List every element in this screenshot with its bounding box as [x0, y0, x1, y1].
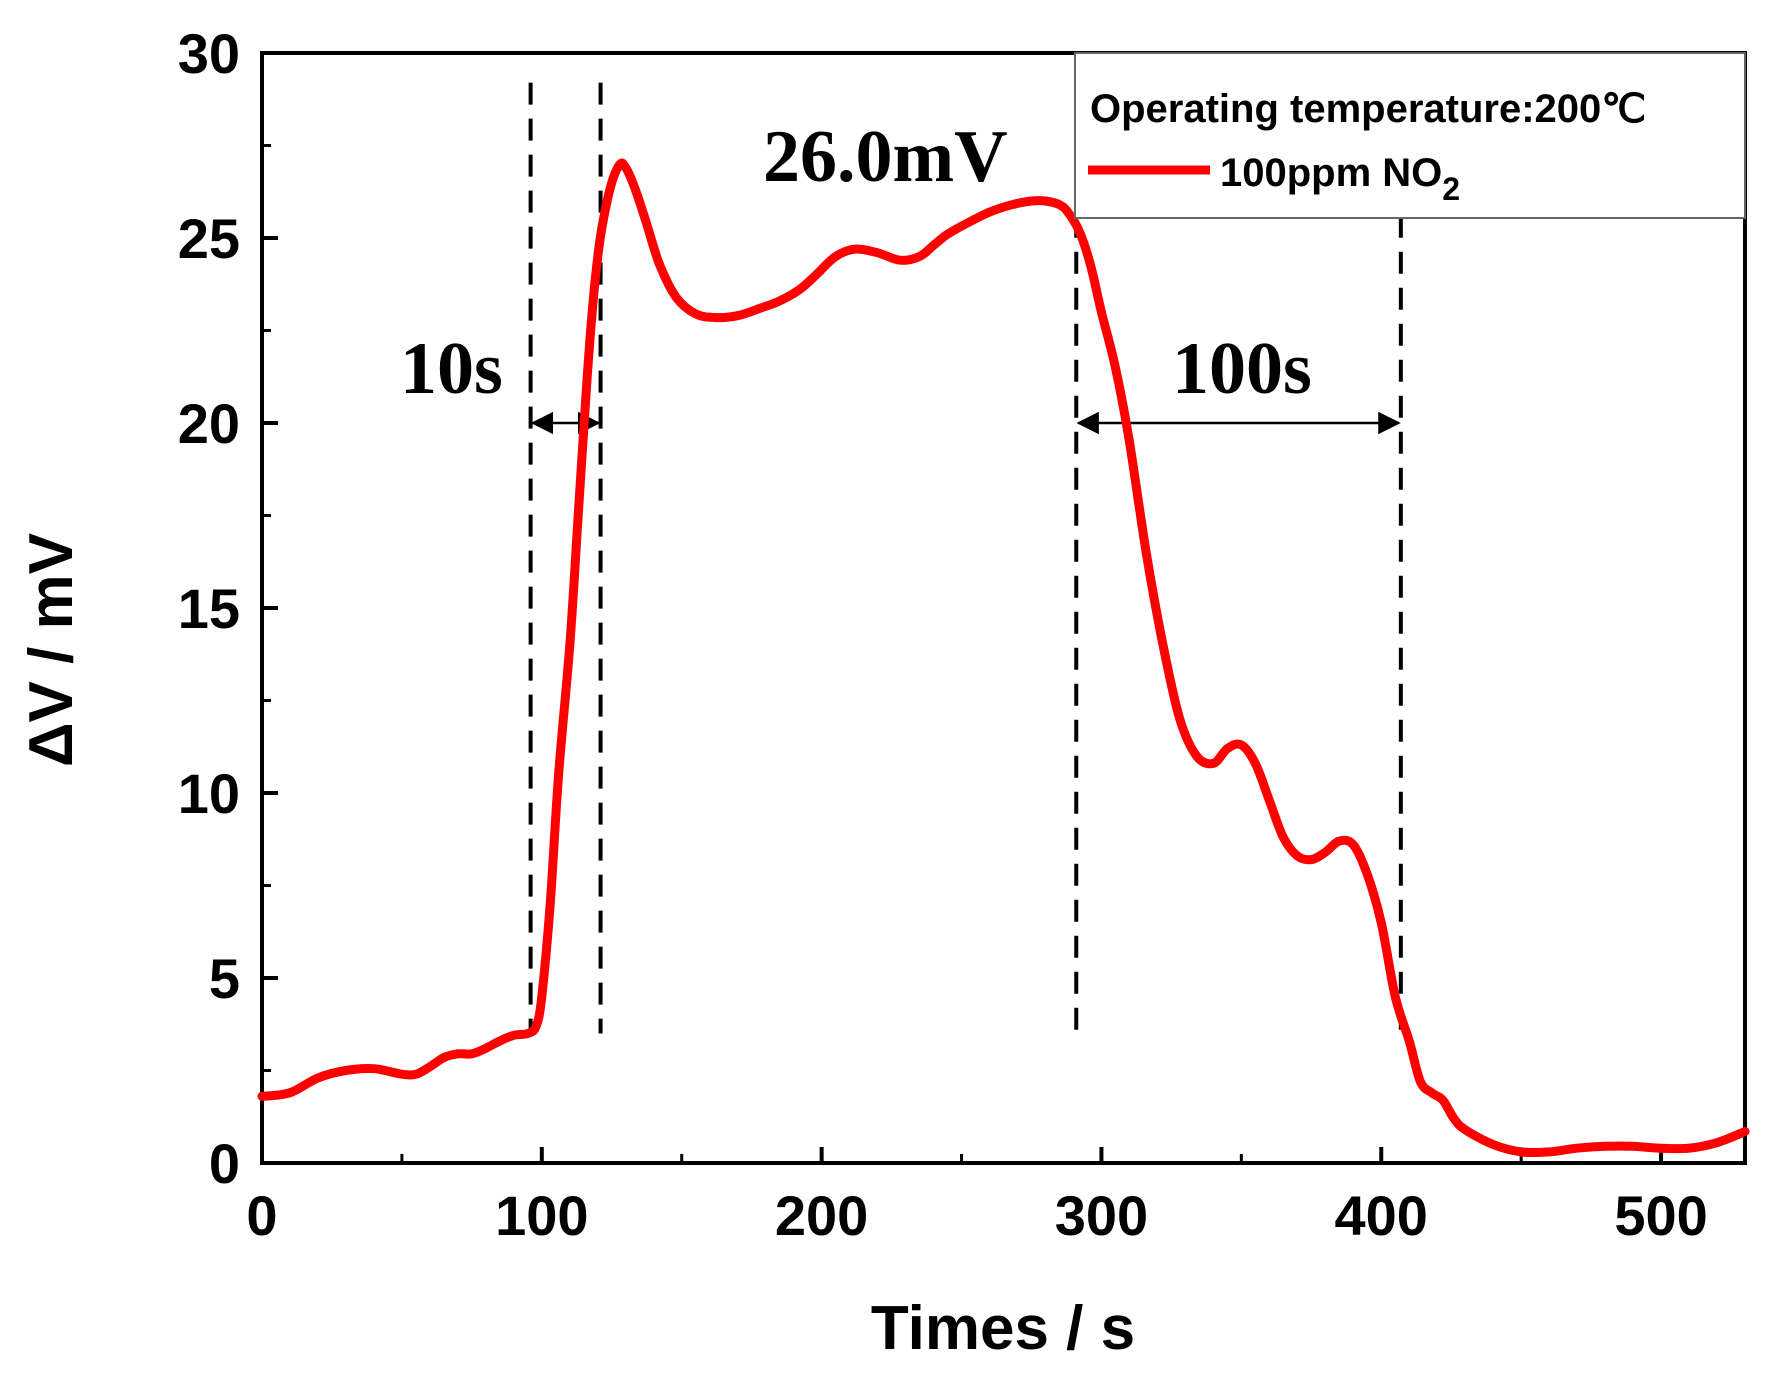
peak-value-label: 26.0mV — [763, 116, 1008, 198]
y-tick-label: 10 — [178, 762, 240, 825]
x-tick-label: 100 — [495, 1184, 588, 1247]
y-tick-label: 15 — [178, 577, 240, 640]
recovery-time-label: 100s — [1172, 328, 1312, 410]
x-axis-ticks: 0 100 200 300 400 500 — [246, 1147, 1708, 1247]
legend-entry-subscript: 2 — [1442, 171, 1460, 207]
x-tick-label: 0 — [246, 1184, 277, 1247]
x-tick-label: 500 — [1614, 1184, 1707, 1247]
legend-title: Operating temperature:200℃ — [1090, 87, 1646, 131]
y-axis-ticks: 0 5 10 15 20 25 30 — [178, 22, 278, 1195]
legend-entry-text: 100ppm NO — [1220, 151, 1442, 195]
legend-entry: 100ppm NO2 — [1220, 151, 1460, 207]
legend-box — [1074, 52, 1746, 219]
x-tick-label: 300 — [1055, 1184, 1148, 1247]
y-tick-label: 5 — [209, 947, 240, 1010]
y-tick-label: 25 — [178, 207, 240, 270]
x-axis-title: Times / s — [871, 1294, 1135, 1363]
x-tick-label: 200 — [775, 1184, 868, 1247]
y-axis-title: ΔV / mV — [17, 533, 86, 767]
series-line-no2 — [257, 158, 1750, 1158]
x-tick-label: 400 — [1335, 1184, 1428, 1247]
plot-frame — [260, 51, 1747, 1165]
y-tick-label: 30 — [178, 22, 240, 85]
y-tick-label: 20 — [178, 392, 240, 455]
y-tick-label: 0 — [209, 1132, 240, 1195]
response-time-label: 10s — [400, 328, 503, 410]
legend: Operating temperature:200℃ 100ppm NO2 — [1074, 52, 1746, 219]
